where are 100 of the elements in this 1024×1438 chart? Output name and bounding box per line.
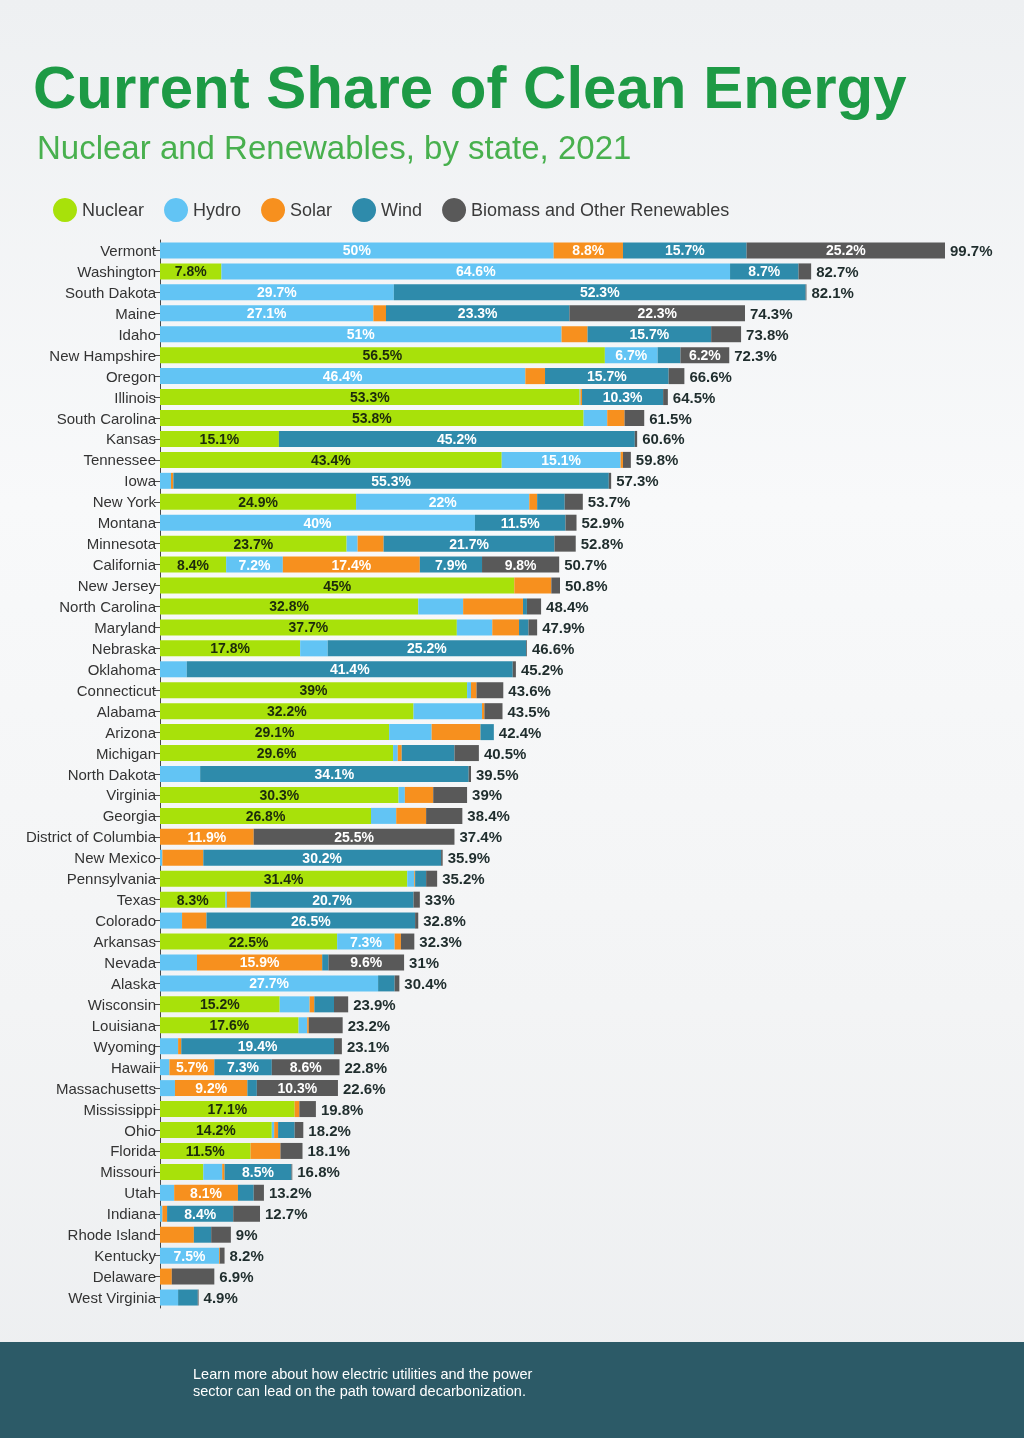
- data-label: 22.3%: [637, 305, 678, 322]
- data-label: 10.3%: [277, 1080, 318, 1097]
- y-tick-label: Washington: [77, 262, 156, 280]
- y-tick-label: North Dakota: [67, 765, 157, 783]
- y-tick-label: Idaho: [118, 325, 156, 343]
- data-label: 15.7%: [664, 242, 706, 259]
- data-label: 50%: [342, 242, 372, 259]
- y-tick-label: North Carolina: [59, 597, 157, 615]
- y-tick-label: Alabama: [96, 702, 157, 720]
- data-label: 27.1%: [246, 305, 288, 322]
- y-tick-label: Connecticut: [76, 681, 157, 699]
- data-label: 8.7%: [748, 263, 781, 280]
- y-tick-label: Louisiana: [91, 1016, 157, 1034]
- total-label: 35.2%: [442, 870, 485, 888]
- total-label: 39%: [472, 786, 503, 804]
- data-label: 34.1%: [314, 766, 355, 782]
- y-tick-label: Alaska: [110, 974, 157, 992]
- data-label: 24.9%: [238, 493, 279, 510]
- y-tick-label: Illinois: [114, 388, 156, 406]
- total-label: 42.4%: [498, 723, 542, 741]
- data-label: 17.4%: [331, 556, 372, 573]
- total-label: 48.4%: [546, 597, 589, 615]
- total-label: 16.8%: [297, 1163, 340, 1181]
- data-label: 23.7%: [233, 535, 274, 552]
- data-label: 6.7%: [615, 347, 648, 364]
- total-label: 23.2%: [347, 1016, 391, 1034]
- data-label: 32.8%: [269, 598, 310, 615]
- y-tick-label: South Carolina: [56, 409, 157, 427]
- total-label: 33%: [424, 891, 455, 909]
- y-tick-label: Vermont: [100, 241, 157, 259]
- data-label: 8.4%: [177, 556, 210, 573]
- data-label: 29.1%: [254, 724, 295, 741]
- y-tick-label: Massachusetts: [55, 1079, 156, 1097]
- total-label: 47.9%: [542, 618, 585, 636]
- data-label: 25.5%: [334, 828, 375, 845]
- total-label: 64.5%: [672, 388, 716, 406]
- y-tick-label: New York: [92, 493, 157, 511]
- data-label: 5.7%: [175, 1059, 209, 1076]
- data-label: 17.6%: [209, 1017, 250, 1034]
- data-label: 45.2%: [436, 430, 478, 447]
- total-label: 74.3%: [750, 304, 793, 322]
- data-label: 7.3%: [349, 933, 383, 950]
- y-tick-label: Colorado: [95, 912, 156, 930]
- y-tick-label: Mississippi: [83, 1100, 156, 1118]
- y-tick-label: Wyoming: [93, 1037, 156, 1055]
- data-label: 15.1%: [541, 451, 582, 468]
- data-label: 52.3%: [579, 284, 621, 301]
- data-label: 15.9%: [239, 954, 280, 971]
- data-label: 39%: [299, 682, 329, 699]
- data-label: 20.7%: [312, 891, 353, 908]
- data-label: 11.9%: [187, 828, 227, 845]
- y-tick-label: Minnesota: [86, 535, 157, 553]
- total-label: 43.5%: [507, 702, 551, 720]
- data-label: 25.2%: [407, 640, 448, 657]
- data-label: 53.3%: [349, 389, 391, 406]
- y-tick-label: Maine: [115, 304, 156, 322]
- y-tick-label: Texas: [116, 891, 156, 909]
- data-label: 17.8%: [210, 640, 251, 657]
- data-label: 11.5%: [500, 514, 541, 531]
- y-tick-label: Delaware: [92, 1268, 156, 1286]
- total-label: 60.6%: [642, 430, 685, 448]
- data-label: 8.1%: [190, 1184, 223, 1201]
- legend-label: Biomass and Other Renewables: [471, 200, 730, 220]
- y-tick-label: Pennsylvania: [66, 870, 157, 888]
- total-label: 23.9%: [353, 995, 396, 1013]
- data-label: 15.2%: [199, 996, 241, 1013]
- total-label: 19.8%: [320, 1100, 364, 1118]
- y-tick-label: Kansas: [105, 430, 156, 448]
- data-label: 37.7%: [288, 619, 329, 636]
- total-label: 57.3%: [616, 472, 659, 490]
- data-label: 64.6%: [455, 263, 497, 280]
- data-label: 11.5%: [185, 1142, 226, 1159]
- y-tick-label: New Mexico: [74, 849, 156, 867]
- total-label: 32.8%: [423, 912, 466, 930]
- y-tick-label: Maryland: [94, 618, 156, 636]
- total-label: 43.6%: [508, 681, 551, 699]
- data-label: 7.8%: [174, 263, 208, 280]
- chart-title: Current Share of Clean Energy: [33, 53, 908, 121]
- data-label: 9.6%: [350, 954, 383, 971]
- y-tick-label: Michigan: [95, 744, 156, 762]
- y-tick-label: Ohio: [124, 1121, 156, 1139]
- data-label: 51%: [346, 326, 376, 343]
- data-label: 19.4%: [237, 1038, 279, 1055]
- data-label: 30.2%: [302, 849, 343, 866]
- total-label: 39.5%: [476, 765, 519, 783]
- data-label: 10.3%: [602, 389, 643, 406]
- total-label: 50.8%: [564, 577, 608, 595]
- total-label: 52.8%: [580, 535, 624, 553]
- total-label: 18.1%: [307, 1142, 351, 1160]
- data-label: 9.8%: [504, 556, 538, 573]
- total-label: 61.5%: [649, 409, 692, 427]
- y-tick-label: Utah: [124, 1184, 156, 1202]
- data-label: 27.7%: [249, 975, 290, 992]
- data-label: 8.3%: [176, 891, 210, 908]
- y-tick-label: Oklahoma: [87, 660, 157, 678]
- total-label: 4.9%: [203, 1289, 238, 1307]
- legend-label: Nuclear: [82, 200, 145, 220]
- data-label: 7.3%: [227, 1059, 260, 1076]
- data-label: 7.9%: [434, 556, 468, 573]
- data-label: 17.1%: [207, 1101, 248, 1118]
